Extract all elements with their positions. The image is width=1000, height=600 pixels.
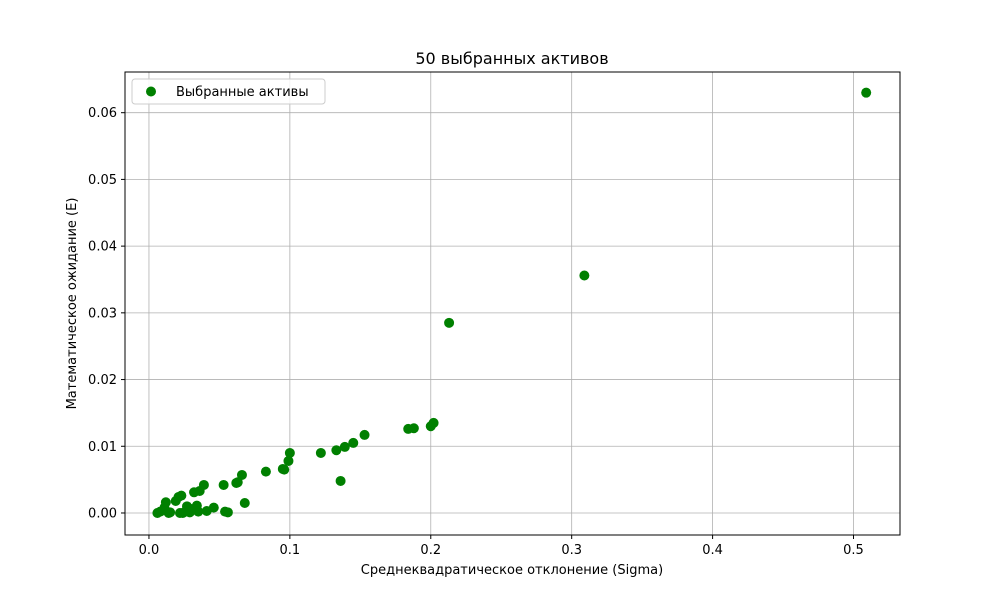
y-tick-label: 0.03 xyxy=(88,306,117,321)
data-point xyxy=(284,447,295,458)
data-point xyxy=(283,455,294,466)
data-point xyxy=(331,445,342,456)
data-points xyxy=(152,87,872,518)
data-point xyxy=(232,477,243,488)
legend: Выбранные активы xyxy=(131,78,326,105)
data-point xyxy=(359,429,370,440)
y-tick-label: 0.04 xyxy=(88,240,117,255)
y-tick-label: 0.00 xyxy=(88,506,117,521)
legend-box xyxy=(131,78,326,105)
data-point xyxy=(579,270,590,281)
x-tick-label: 0.4 xyxy=(702,543,723,558)
legend-marker xyxy=(146,86,156,97)
data-point xyxy=(176,490,187,501)
data-point xyxy=(218,479,229,490)
data-point xyxy=(198,479,209,490)
data-point xyxy=(861,87,872,98)
data-point xyxy=(260,466,271,477)
x-tick-label: 0.2 xyxy=(420,543,441,558)
plot-area xyxy=(125,72,900,535)
data-point xyxy=(408,423,419,434)
data-point xyxy=(165,507,176,518)
grid xyxy=(125,72,900,535)
data-point xyxy=(428,417,439,428)
data-point xyxy=(279,464,290,475)
data-point xyxy=(222,507,233,518)
y-axis-label: Математическое ожидание (E) xyxy=(65,198,80,410)
data-point xyxy=(335,475,346,486)
data-point xyxy=(160,497,171,508)
y-tick-label: 0.06 xyxy=(88,106,117,121)
x-axis-label: Среднеквадратическое отклонение (Sigma) xyxy=(361,563,663,578)
x-tick-label: 0.0 xyxy=(139,543,160,558)
data-point xyxy=(239,497,250,508)
x-axis-ticks: 0.0 0.1 0.2 0.3 0.4 0.5 xyxy=(139,535,864,558)
y-tick-label: 0.02 xyxy=(88,373,117,388)
plot-frame xyxy=(124,71,901,536)
data-point xyxy=(236,469,247,480)
y-tick-label: 0.05 xyxy=(88,173,117,188)
data-point xyxy=(348,437,359,448)
data-point xyxy=(193,506,204,517)
data-point xyxy=(339,441,350,452)
x-tick-label: 0.5 xyxy=(843,543,864,558)
y-tick-label: 0.01 xyxy=(88,440,117,455)
x-tick-label: 0.3 xyxy=(561,543,582,558)
x-tick-label: 0.1 xyxy=(280,543,301,558)
y-axis-ticks: 0.00 0.01 0.02 0.03 0.04 0.05 0.06 xyxy=(88,106,125,521)
data-point xyxy=(208,502,219,513)
chart-title: 50 выбранных активов xyxy=(415,49,608,68)
data-point xyxy=(315,447,326,458)
legend-label: Выбранные активы xyxy=(176,85,309,100)
data-point xyxy=(444,317,455,328)
